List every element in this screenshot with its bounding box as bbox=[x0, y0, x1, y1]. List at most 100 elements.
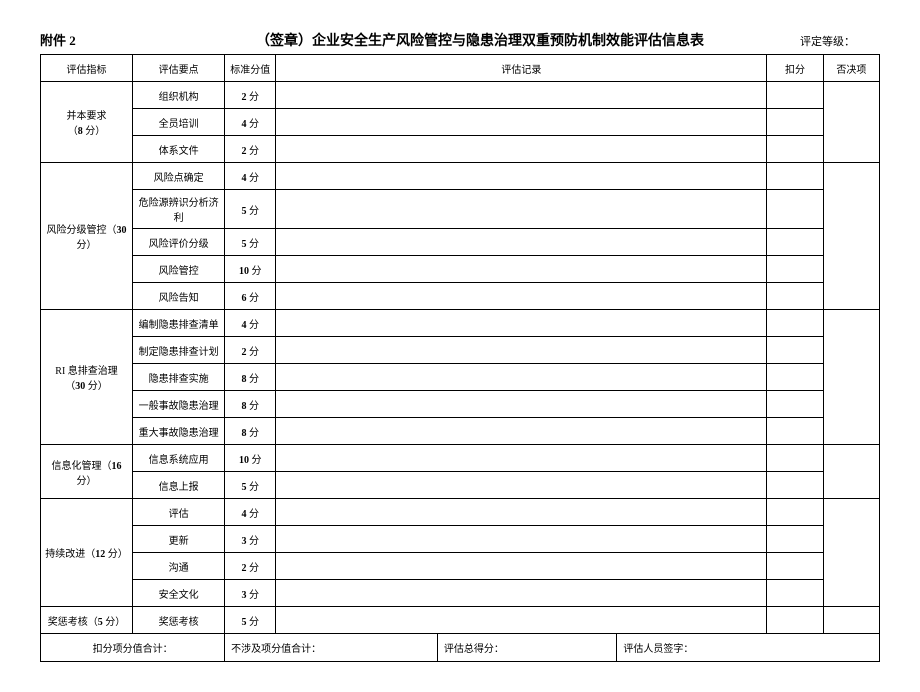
record-cell bbox=[276, 418, 767, 445]
table-row: RI 息排查治理（30 分）编制隐患排查清单4 分 bbox=[41, 310, 880, 337]
point-cell: 风险点确定 bbox=[133, 163, 225, 190]
deduct-cell bbox=[767, 391, 823, 418]
deduct-cell bbox=[767, 445, 823, 472]
veto-cell bbox=[823, 499, 879, 607]
score-cell: 5 分 bbox=[225, 229, 276, 256]
deduct-cell bbox=[767, 526, 823, 553]
score-cell: 4 分 bbox=[225, 499, 276, 526]
table-row: 隐患排查实施8 分 bbox=[41, 364, 880, 391]
deduct-cell bbox=[767, 82, 823, 109]
score-cell: 4 分 bbox=[225, 163, 276, 190]
point-cell: 制定隐患排查计划 bbox=[133, 337, 225, 364]
veto-cell bbox=[823, 607, 879, 634]
score-cell: 2 分 bbox=[225, 82, 276, 109]
deduct-cell bbox=[767, 337, 823, 364]
record-cell bbox=[276, 229, 767, 256]
score-cell: 8 分 bbox=[225, 391, 276, 418]
summary-row: 扣分项分值合计： 不涉及项分值合计： 评估总得分： 评估人员签字： bbox=[41, 634, 880, 662]
page-title: （签章）企业安全生产风险管控与隐患治理双重预防机制效能评估信息表 bbox=[160, 30, 800, 50]
record-cell bbox=[276, 283, 767, 310]
header-row: 评估指标 评估要点 标准分值 评估记录 扣分 否决项 bbox=[41, 55, 880, 82]
evaluation-table: 评估指标 评估要点 标准分值 评估记录 扣分 否决项 并本要求（8 分）组织机构… bbox=[40, 54, 880, 662]
record-cell bbox=[276, 310, 767, 337]
record-cell bbox=[276, 190, 767, 229]
point-cell: 隐患排查实施 bbox=[133, 364, 225, 391]
table-row: 沟通2 分 bbox=[41, 553, 880, 580]
score-cell: 8 分 bbox=[225, 418, 276, 445]
point-cell: 重大事故隐患治理 bbox=[133, 418, 225, 445]
table-row: 全员培训4 分 bbox=[41, 109, 880, 136]
indicator-cell: 风险分级管控（30 分） bbox=[41, 163, 133, 310]
point-cell: 全员培训 bbox=[133, 109, 225, 136]
table-row: 一般事故隐患治理8 分 bbox=[41, 391, 880, 418]
point-cell: 风险告知 bbox=[133, 283, 225, 310]
record-cell bbox=[276, 553, 767, 580]
score-cell: 8 分 bbox=[225, 364, 276, 391]
point-cell: 奖惩考核 bbox=[133, 607, 225, 634]
col-deduct: 扣分 bbox=[767, 55, 823, 82]
score-cell: 2 分 bbox=[225, 553, 276, 580]
score-cell: 5 分 bbox=[225, 190, 276, 229]
record-cell bbox=[276, 364, 767, 391]
deduct-cell bbox=[767, 163, 823, 190]
table-row: 体系文件2 分 bbox=[41, 136, 880, 163]
score-cell: 4 分 bbox=[225, 109, 276, 136]
assessor-sign-label: 评估人员签字： bbox=[617, 634, 879, 661]
point-cell: 评估 bbox=[133, 499, 225, 526]
deduct-cell bbox=[767, 256, 823, 283]
point-cell: 组织机构 bbox=[133, 82, 225, 109]
deduct-cell bbox=[767, 472, 823, 499]
score-cell: 10 分 bbox=[225, 445, 276, 472]
score-cell: 6 分 bbox=[225, 283, 276, 310]
indicator-cell: 持续改进（12 分） bbox=[41, 499, 133, 607]
deduct-cell bbox=[767, 553, 823, 580]
total-score-label: 评估总得分： bbox=[438, 634, 617, 661]
col-veto: 否决项 bbox=[823, 55, 879, 82]
point-cell: 编制隐患排查清单 bbox=[133, 310, 225, 337]
col-record: 评估记录 bbox=[276, 55, 767, 82]
record-cell bbox=[276, 82, 767, 109]
indicator-cell: RI 息排查治理（30 分） bbox=[41, 310, 133, 445]
table-row: 更新3 分 bbox=[41, 526, 880, 553]
indicator-cell: 奖惩考核（5 分） bbox=[41, 607, 133, 634]
record-cell bbox=[276, 256, 767, 283]
record-cell bbox=[276, 580, 767, 607]
record-cell bbox=[276, 391, 767, 418]
col-std-score: 标准分值 bbox=[225, 55, 276, 82]
indicator-cell: 并本要求（8 分） bbox=[41, 82, 133, 163]
point-cell: 危险源辨识分析济利 bbox=[133, 190, 225, 229]
table-row: 信息化管理（16 分）信息系统应用10 分 bbox=[41, 445, 880, 472]
point-cell: 体系文件 bbox=[133, 136, 225, 163]
deduct-cell bbox=[767, 607, 823, 634]
table-row: 风险告知6 分 bbox=[41, 283, 880, 310]
table-row: 安全文化3 分 bbox=[41, 580, 880, 607]
table-row: 并本要求（8 分）组织机构2 分 bbox=[41, 82, 880, 109]
deduct-cell bbox=[767, 499, 823, 526]
veto-cell bbox=[823, 82, 879, 163]
record-cell bbox=[276, 472, 767, 499]
deduct-cell bbox=[767, 364, 823, 391]
deduct-cell bbox=[767, 310, 823, 337]
score-cell: 2 分 bbox=[225, 136, 276, 163]
record-cell bbox=[276, 163, 767, 190]
deduct-cell bbox=[767, 580, 823, 607]
table-row: 奖惩考核（5 分）奖惩考核5 分 bbox=[41, 607, 880, 634]
attachment-label: 附件 2 bbox=[40, 30, 160, 49]
record-cell bbox=[276, 607, 767, 634]
table-row: 风险分级管控（30 分）风险点确定4 分 bbox=[41, 163, 880, 190]
deduct-cell bbox=[767, 190, 823, 229]
col-point: 评估要点 bbox=[133, 55, 225, 82]
point-cell: 更新 bbox=[133, 526, 225, 553]
deduct-cell bbox=[767, 418, 823, 445]
deduct-cell bbox=[767, 283, 823, 310]
table-row: 信息上报5 分 bbox=[41, 472, 880, 499]
deduct-cell bbox=[767, 136, 823, 163]
point-cell: 安全文化 bbox=[133, 580, 225, 607]
point-cell: 信息上报 bbox=[133, 472, 225, 499]
score-cell: 4 分 bbox=[225, 310, 276, 337]
record-cell bbox=[276, 109, 767, 136]
point-cell: 风险评价分级 bbox=[133, 229, 225, 256]
table-row: 持续改进（12 分）评估4 分 bbox=[41, 499, 880, 526]
noninvolve-total-label: 不涉及项分值合计： bbox=[225, 634, 438, 661]
record-cell bbox=[276, 526, 767, 553]
